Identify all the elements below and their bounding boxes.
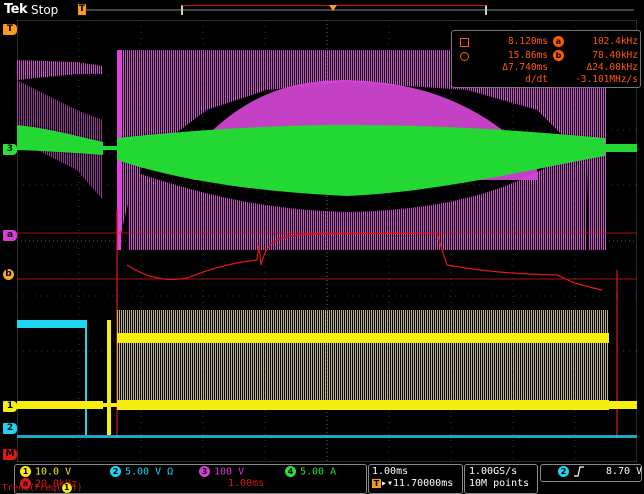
ch2-scale-value: 5.00 V xyxy=(125,466,162,478)
trigger-position-icon[interactable] xyxy=(329,5,337,11)
trigger-delay-icon: T xyxy=(372,479,381,488)
math-expression: Trend(Freq(1)) xyxy=(2,483,82,494)
math-scale-value: 20.0kHz xyxy=(35,478,78,490)
cursor-slope-value: -3.101MHz/s xyxy=(575,74,638,85)
cursor-b-marker[interactable]: b xyxy=(3,269,14,280)
ch2-ground-marker[interactable]: 2 xyxy=(3,423,17,434)
trigger-source-badge: 2 xyxy=(558,466,569,477)
cursor-b-badge: b xyxy=(553,50,564,61)
record-trigger-marker: T xyxy=(78,4,86,15)
trigger-level-marker[interactable]: T xyxy=(3,24,17,35)
record-points: 10M points xyxy=(469,478,530,489)
ch2-badge: 2 xyxy=(110,466,121,477)
ch1-scale[interactable]: 1 10.0 V xyxy=(20,466,71,478)
trigger-readout: 2 xyxy=(558,466,585,478)
cursor-b-time: 15.86ms xyxy=(507,50,548,61)
ch1-badge: 1 xyxy=(20,466,31,477)
ch4-waveform xyxy=(17,125,637,196)
horizontal-scale: 1.00ms xyxy=(372,466,409,477)
math-expr-prefix: Trend(Freq( xyxy=(2,483,62,494)
horizontal-delay: T ▸▾11.70000ms xyxy=(372,478,453,489)
cursor-readout-panel: 8.120ms a 102.4kHz 15.86ms b 78.40kHz Δ7… xyxy=(451,30,641,88)
sample-rate: 1.00GS/s xyxy=(469,466,518,477)
ch1-ground-marker[interactable]: 1 xyxy=(3,401,17,412)
readout-bar: 1 10.0 V 2 5.00 V Ω 3 100 V 4 5.00 A a 20.0kH… xyxy=(0,463,644,494)
cursor-a-time: 8.120ms xyxy=(507,36,548,47)
ch1-waveform xyxy=(17,310,637,435)
math-badge: a xyxy=(20,478,31,489)
math-expr-channel: 1 xyxy=(61,483,72,493)
ch3-badge: 3 xyxy=(199,466,210,477)
math-time-scale: 1.00ms xyxy=(228,478,265,489)
math-ground-marker[interactable]: M xyxy=(3,449,17,460)
ch4-badge: 4 xyxy=(285,466,296,477)
ch4-scale-value: 5.00 A xyxy=(300,466,337,478)
ohm-icon: Ω xyxy=(167,466,174,478)
ch3-scale-value: 100 V xyxy=(214,466,245,478)
ch2-scale[interactable]: 2 5.00 V Ω xyxy=(110,466,173,478)
ch3-scale[interactable]: 3 100 V xyxy=(199,466,244,478)
cursor-slope-label: d/dt xyxy=(525,74,548,85)
rising-edge-icon xyxy=(574,466,584,477)
trigger-readout-box[interactable] xyxy=(540,464,642,482)
run-state: Stop xyxy=(31,3,59,17)
cursor-delta-time: Δ7.740ms xyxy=(502,62,548,73)
cursor-a-value: 102.4kHz xyxy=(592,36,638,47)
brand-logo: Tek xyxy=(4,2,28,17)
record-length-bar xyxy=(82,9,634,11)
math-scale[interactable]: a 20.0kHz xyxy=(20,478,77,490)
circle-cursor-icon xyxy=(460,52,469,61)
status-bar: Tek Stop T xyxy=(0,0,644,20)
ch3-ground-marker[interactable]: 3 xyxy=(3,144,17,155)
ch2-waveform xyxy=(17,320,637,438)
cursor-b-value: 78.40kHz xyxy=(592,50,638,61)
math-expr-suffix: )) xyxy=(71,483,83,494)
square-cursor-icon xyxy=(460,38,469,47)
ch4-scale[interactable]: 4 5.00 A xyxy=(285,466,336,478)
ch1-scale-value: 10.0 V xyxy=(35,466,72,478)
cursor-delta-value: Δ24.00kHz xyxy=(586,62,638,73)
horizontal-delay-value: ▸▾11.70000ms xyxy=(381,478,454,489)
ch-a-marker[interactable]: a xyxy=(3,230,17,241)
trigger-level: 8.70 V xyxy=(606,466,643,477)
cursor-a-badge: a xyxy=(553,36,564,47)
